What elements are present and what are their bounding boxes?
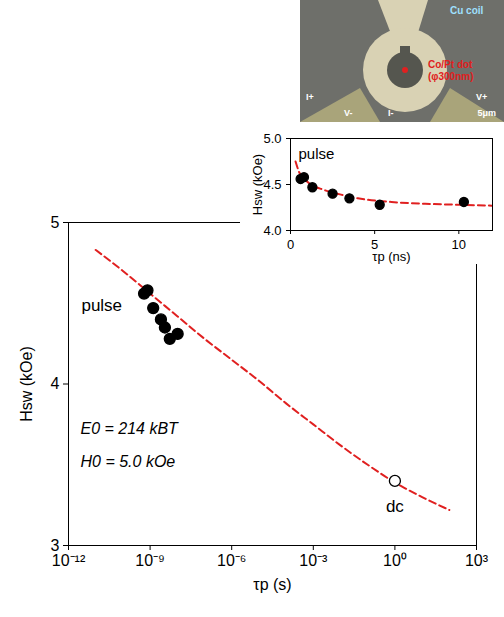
svg-text:(φ300nm): (φ300nm) (428, 71, 474, 82)
svg-text:Hsw (kOe): Hsw (kOe) (18, 346, 35, 422)
svg-text:4.0: 4.0 (263, 223, 281, 238)
svg-text:5: 5 (371, 236, 379, 252)
svg-text:I+: I+ (306, 92, 314, 102)
svg-text:10⁰: 10⁰ (383, 552, 407, 569)
svg-text:E0 = 214 kBT: E0 = 214 kBT (81, 420, 180, 437)
svg-text:H0 = 5.0 kOe: H0 = 5.0 kOe (81, 453, 176, 470)
svg-text:Co/Pt dot: Co/Pt dot (428, 59, 473, 70)
svg-text:0: 0 (287, 237, 294, 252)
svg-text:pulse: pulse (299, 145, 335, 162)
svg-text:10⁻⁹: 10⁻⁹ (135, 552, 165, 569)
svg-text:10⁻¹²: 10⁻¹² (52, 552, 86, 569)
svg-text:4.5: 4.5 (263, 177, 281, 192)
svg-text:τp (ns): τp (ns) (372, 249, 410, 264)
svg-text:Cu coil: Cu coil (450, 5, 484, 16)
svg-text:Hsw (kOe): Hsw (kOe) (250, 154, 265, 215)
svg-text:τp (s): τp (s) (253, 576, 291, 593)
svg-text:3: 3 (50, 536, 60, 554)
svg-text:pulse: pulse (81, 296, 122, 315)
svg-text:V+: V+ (476, 92, 487, 102)
svg-text:10³: 10³ (465, 552, 489, 569)
svg-text:4: 4 (51, 375, 60, 392)
svg-text:10⁻³: 10⁻³ (299, 552, 328, 569)
svg-text:dc: dc (386, 497, 404, 516)
svg-text:I-: I- (388, 108, 394, 118)
svg-text:5.0: 5.0 (263, 131, 281, 146)
svg-text:10⁻⁶: 10⁻⁶ (217, 552, 246, 569)
svg-text:5: 5 (51, 214, 60, 231)
svg-text:10: 10 (452, 237, 466, 252)
svg-text:5μm: 5μm (477, 108, 496, 118)
svg-text:V-: V- (344, 108, 353, 118)
